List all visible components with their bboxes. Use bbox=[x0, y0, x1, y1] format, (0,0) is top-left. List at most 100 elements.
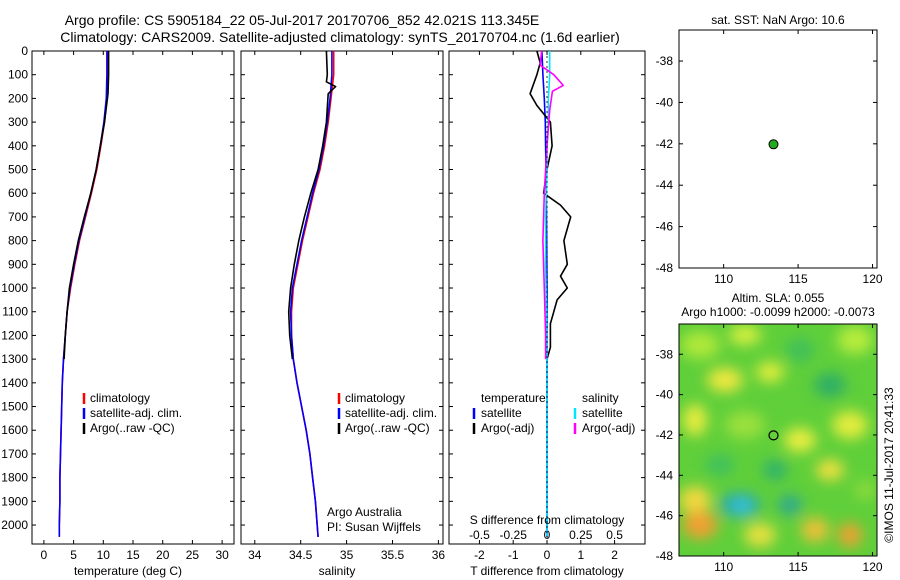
difference-lines bbox=[529, 50, 572, 544]
map-y-tick-label: -38 bbox=[656, 347, 674, 361]
legend-argo-label: Argo(..raw -QC) bbox=[345, 421, 430, 435]
y-tick-label: 300 bbox=[8, 115, 28, 129]
x-tick-label: 2 bbox=[611, 548, 618, 562]
x-tick-label: 34 bbox=[248, 548, 262, 562]
x-tick-label: 25 bbox=[186, 548, 200, 562]
map-y-tick-label: -46 bbox=[656, 509, 674, 523]
x-tick-label: 35 bbox=[340, 548, 354, 562]
credit-pi-text: PI: Susan Wijffels bbox=[327, 520, 421, 534]
y-tick-label: 1700 bbox=[1, 447, 28, 461]
y-tick-label: 1900 bbox=[1, 494, 28, 508]
y-tick-label: 1300 bbox=[1, 352, 28, 366]
legend-s-satellite-label: satellite bbox=[582, 406, 623, 420]
y-tick-label: 700 bbox=[8, 210, 28, 224]
y-tick-label: 400 bbox=[8, 139, 28, 153]
x-tick-label: 35.5 bbox=[381, 548, 405, 562]
difference-xlabel: T difference from climatology bbox=[470, 564, 624, 578]
y-tick-label: 2000 bbox=[1, 518, 28, 532]
series-line-argo bbox=[287, 50, 337, 360]
map-y-tick-label: -44 bbox=[656, 468, 674, 482]
salinity-panel: 34 34.5 35 35.5 36 salinity climatology sate… bbox=[240, 50, 446, 578]
y-tick-label: 1600 bbox=[1, 423, 28, 437]
sla-heatmap-blobs bbox=[679, 325, 875, 547]
salinity-xlabel: salinity bbox=[319, 564, 356, 578]
difference-ticks: -2 -1 0 1 2-0.5 -0.25 0 0.25 0.5 bbox=[449, 50, 645, 562]
temperature-panel: 0100200300400500600700800900100011001200… bbox=[1, 44, 235, 578]
legend-satellite-label: satellite-adj. clim. bbox=[345, 406, 437, 420]
legend-climatology-label: climatology bbox=[345, 391, 405, 405]
x-tick-label: 20 bbox=[156, 548, 170, 562]
sla-map-panel: Altim. SLA: 0.055 Argo h1000: -0.0099 h2… bbox=[656, 291, 896, 574]
x-tick-label: -1 bbox=[508, 548, 519, 562]
imos-stamp: ©IMOS 11-Jul-2017 20:41:33 bbox=[882, 387, 896, 543]
figure-title-line1: Argo profile: CS 5905184_22 05-Jul-2017 … bbox=[65, 12, 540, 28]
sla-heatmap bbox=[679, 324, 877, 556]
y-tick-label: 200 bbox=[8, 91, 28, 105]
x-tick-label: 30 bbox=[215, 548, 229, 562]
x-tick-label: 10 bbox=[97, 548, 111, 562]
y-tick-label: 0 bbox=[21, 44, 28, 58]
map-y-tick-label: -40 bbox=[656, 388, 674, 402]
x-tick-label: 15 bbox=[126, 548, 140, 562]
sla-map-frame bbox=[678, 323, 878, 557]
x2-tick-label: 0.5 bbox=[606, 528, 623, 542]
y-tick-label: 100 bbox=[8, 68, 28, 82]
map-y-tick-label: -42 bbox=[656, 137, 674, 151]
legend-temperature-title: temperature bbox=[481, 391, 546, 405]
sla-map-title-line1: Altim. SLA: 0.055 bbox=[732, 291, 825, 305]
legend-satellite-label: satellite-adj. clim. bbox=[90, 406, 182, 420]
y-tick-label: 1400 bbox=[1, 376, 28, 390]
y-tick-label: 600 bbox=[8, 186, 28, 200]
x-tick-label: 34.5 bbox=[289, 548, 313, 562]
map-x-tick-label: 110 bbox=[714, 560, 733, 574]
temperature-ticks: 0100200300400500600700800900100011001200… bbox=[1, 44, 234, 562]
map-x-tick-label: 110 bbox=[714, 272, 733, 286]
series-line-salinity-argo bbox=[539, 50, 565, 360]
sst-map-panel: sat. SST: NaN Argo: 10.6 -48 -46 -44 -42 -40… bbox=[656, 13, 883, 286]
map-y-tick-label: -46 bbox=[656, 220, 674, 234]
legend-s-argo-label: Argo(-adj) bbox=[582, 421, 635, 435]
sla-map-ticks: -48 -46 -44 -42 -40 -38 110 115 120 bbox=[656, 324, 883, 574]
map-y-tick-label: -38 bbox=[656, 54, 674, 68]
y-tick-label: 500 bbox=[8, 163, 28, 177]
map-y-tick-label: -48 bbox=[656, 261, 674, 275]
y-tick-label: 800 bbox=[8, 234, 28, 248]
legend-t-argo-label: Argo(-adj) bbox=[481, 421, 534, 435]
x-tick-label: 1 bbox=[577, 548, 584, 562]
sst-map-ticks: -48 -46 -44 -42 -40 -38 110 115 120 bbox=[656, 30, 883, 286]
map-y-tick-label: -48 bbox=[656, 549, 674, 563]
sst-map-frame bbox=[678, 29, 878, 269]
map-x-tick-label: 115 bbox=[789, 272, 808, 286]
difference-legend: temperature satellite Argo(-adj) salinit… bbox=[472, 391, 635, 435]
sst-map-title: sat. SST: NaN Argo: 10.6 bbox=[711, 13, 845, 27]
y-tick-label: 1500 bbox=[1, 400, 28, 414]
sla-map-title-line2: Argo h1000: -0.0099 h2000: -0.0073 bbox=[681, 305, 875, 319]
temperature-legend: climatology satellite-adj. clim. Argo(..… bbox=[82, 391, 182, 435]
x-tick-label: 0 bbox=[41, 548, 48, 562]
series-line-temperature-argo bbox=[529, 50, 572, 360]
credit-text: Argo Australia bbox=[327, 505, 402, 519]
map-y-tick-label: -40 bbox=[656, 95, 674, 109]
y-tick-label: 1100 bbox=[2, 305, 28, 319]
x-tick-label: 36 bbox=[432, 548, 446, 562]
x2-tick-label: 0.25 bbox=[569, 528, 593, 542]
temperature-lines bbox=[58, 51, 110, 537]
salinity-axes-frame bbox=[240, 50, 444, 545]
map-x-tick-label: 115 bbox=[789, 560, 808, 574]
x2-tick-label: -0.25 bbox=[500, 528, 528, 542]
y-tick-label: 1000 bbox=[1, 281, 28, 295]
legend-climatology-label: climatology bbox=[90, 391, 150, 405]
y-tick-label: 1200 bbox=[1, 328, 28, 342]
series-line-satellite bbox=[289, 51, 333, 537]
legend-argo-label: Argo(..raw -QC) bbox=[90, 421, 175, 435]
x2-tick-label: -0.5 bbox=[469, 528, 490, 542]
temperature-xlabel: temperature (deg C) bbox=[74, 564, 182, 578]
series-line-argo bbox=[63, 51, 110, 360]
x-tick-label: -2 bbox=[474, 548, 485, 562]
figure-title-line2: Climatology: CARS2009. Satellite-adjuste… bbox=[60, 29, 620, 45]
map-x-tick-label: 120 bbox=[863, 560, 883, 574]
difference-panel: -2 -1 0 1 2-0.5 -0.25 0 0.25 0.5 T difference fr… bbox=[448, 50, 646, 578]
x-tick-label: 5 bbox=[70, 548, 77, 562]
legend-t-satellite-label: satellite bbox=[481, 406, 522, 420]
